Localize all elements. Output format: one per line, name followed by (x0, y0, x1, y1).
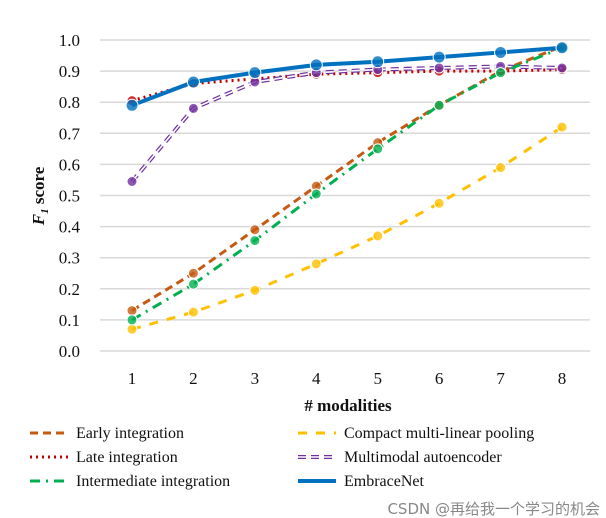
data-point (310, 188, 322, 200)
data-point (249, 235, 261, 247)
y-tick-label: 0.7 (59, 124, 81, 143)
x-tick-label: 3 (251, 369, 260, 388)
legend-label: Intermediate integration (76, 473, 230, 490)
legend-label: EmbraceNet (344, 473, 425, 490)
data-point (187, 102, 199, 114)
data-point (494, 45, 508, 59)
legend-item: Early integration (30, 425, 184, 442)
series-line (131, 65, 563, 183)
watermark: CSDN @再给我一个学习的机会 (387, 500, 600, 518)
y-axis-label-sub: 1 (39, 208, 51, 214)
data-point (309, 58, 323, 72)
x-tick-label: 8 (558, 369, 567, 388)
data-point (495, 67, 507, 79)
data-point (372, 143, 384, 155)
series-line (131, 46, 563, 322)
data-point (248, 66, 262, 80)
y-tick-label: 0.9 (59, 62, 80, 81)
legend-item: Late integration (30, 449, 178, 466)
legend-label: Early integration (76, 425, 184, 442)
series-multimodal-autoencoder (126, 60, 568, 188)
x-tick-label: 1 (128, 369, 137, 388)
series-embracenet (125, 41, 569, 112)
y-tick-label: 0.0 (59, 342, 80, 361)
data-point (555, 41, 569, 55)
y-axis-ticks: 0.0 0.1 0.2 0.3 0.4 0.5 0.6 0.7 0.8 0.9 1.0 (59, 31, 81, 361)
y-tick-label: 0.5 (59, 187, 80, 206)
data-point (249, 284, 261, 296)
series-line (131, 45, 563, 108)
data-point (433, 197, 445, 209)
y-tick-label: 1.0 (59, 31, 80, 50)
y-tick-label: 0.4 (59, 218, 81, 237)
data-point (187, 278, 199, 290)
legend-label: Late integration (76, 449, 178, 466)
legend-item: Intermediate integration (30, 473, 230, 490)
data-point (433, 99, 445, 111)
data-point (372, 230, 384, 242)
data-point (556, 62, 568, 74)
x-axis-label: # modalities (304, 396, 392, 415)
legend-item: EmbraceNet (298, 473, 425, 490)
series-line (131, 125, 563, 331)
y-axis-label-rest: score (29, 166, 48, 208)
y-tick-label: 0.1 (59, 311, 80, 330)
x-tick-label: 4 (312, 369, 321, 388)
y-tick-label: 0.2 (59, 280, 80, 299)
data-point (126, 305, 138, 317)
series-intermediate-integration (126, 42, 568, 326)
x-tick-label: 7 (496, 369, 505, 388)
data-point (126, 176, 138, 188)
data-point (371, 55, 385, 69)
series-group (125, 40, 569, 335)
data-point (126, 314, 138, 326)
x-tick-label: 6 (435, 369, 444, 388)
y-axis-label-main: F (29, 213, 48, 226)
legend-item: Compact multi-linear pooling (298, 425, 534, 442)
legend-label: Compact multi-linear pooling (344, 425, 534, 442)
data-point (556, 121, 568, 133)
data-point (433, 62, 445, 74)
data-point (495, 162, 507, 174)
y-tick-label: 0.6 (59, 155, 80, 174)
y-tick-label: 0.3 (59, 249, 80, 268)
legend: Early integration Compact multi-linear po… (30, 425, 534, 490)
x-tick-label: 5 (373, 369, 382, 388)
series-line (131, 68, 563, 103)
gridlines (100, 39, 590, 352)
data-point (125, 98, 139, 112)
x-tick-label: 2 (189, 369, 198, 388)
data-point (249, 224, 261, 236)
series-line (131, 44, 563, 312)
y-axis-label: F1 score (29, 166, 51, 226)
y-tick-label: 0.8 (59, 93, 80, 112)
legend-item: Multimodal autoencoder (298, 449, 502, 466)
x-axis-ticks: 1 2 3 4 5 6 7 8 (128, 369, 567, 388)
data-point (187, 267, 199, 279)
series-compact-multi-linear-pooling (126, 121, 568, 335)
data-point (186, 75, 200, 89)
data-point (310, 258, 322, 270)
data-point (126, 323, 138, 335)
data-point (187, 306, 199, 318)
data-point (432, 50, 446, 64)
legend-label: Multimodal autoencoder (344, 449, 502, 466)
